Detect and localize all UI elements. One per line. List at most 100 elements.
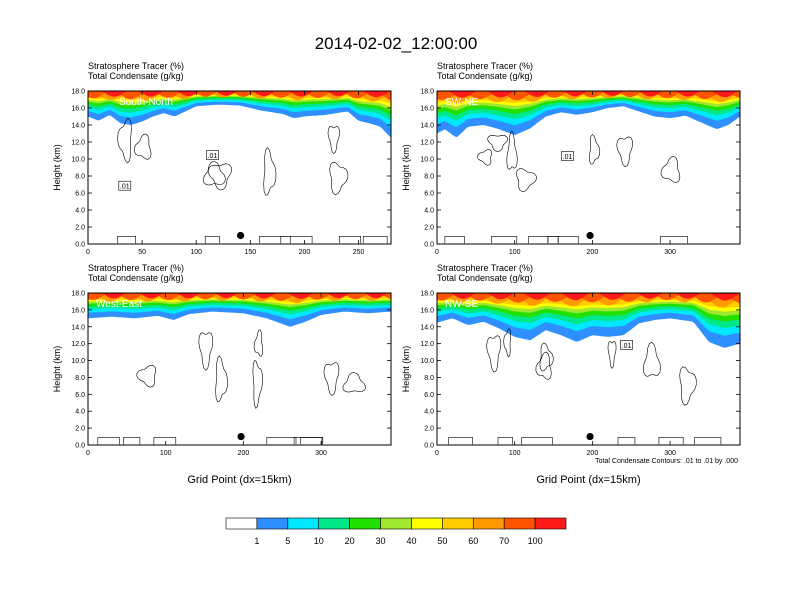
x-tick-label: 100: [509, 450, 521, 457]
condensate-contour-low: [660, 236, 688, 244]
y-tick-label: 12.0: [71, 140, 85, 147]
panel-frame: [436, 292, 741, 446]
x-tick-label: 300: [664, 249, 676, 256]
contour-note: Total Condensate Contours: .01 to .01 by…: [595, 458, 738, 465]
panel-header-condensate: Total Condensate (g/kg): [88, 273, 184, 283]
y-tick-label: 4.0: [75, 409, 85, 416]
y-tick-label: 18.0: [71, 89, 85, 96]
region-label: South-North: [119, 97, 173, 108]
condensate-contour-low: [362, 236, 388, 244]
y-tick-label: 14.0: [420, 324, 434, 331]
colorbar-label: 40: [406, 536, 416, 546]
colorbar-label: 1: [254, 536, 259, 546]
contour-label-box: [206, 150, 219, 160]
panel-header-condensate: Total Condensate (g/kg): [88, 71, 184, 81]
condensate-contour-low: [117, 236, 136, 244]
condensate-contour: [486, 335, 502, 373]
tracer-field: .01: [437, 293, 740, 445]
x-tick-label: 150: [244, 249, 256, 256]
contour-label: .01: [563, 154, 573, 161]
tracer-field: [88, 293, 391, 445]
colorbar-swatch: [503, 517, 536, 530]
y-tick-label: 8.0: [75, 174, 85, 181]
colorbar-swatch: [318, 517, 350, 530]
tracer-field: .01 .01: [88, 91, 391, 244]
y-tick-label: 4.0: [424, 409, 434, 416]
y-tick-label: 4.0: [75, 208, 85, 215]
panel-header-tracer: Stratosphere Tracer (%): [437, 61, 533, 71]
x-tick-label: 100: [509, 249, 521, 256]
condensate-contour: [535, 351, 552, 380]
y-tick-label: 10.0: [420, 157, 434, 164]
condensate-contour-low: [123, 437, 141, 445]
x-tick-label: 50: [138, 249, 146, 256]
tracer-band-9: [88, 91, 391, 101]
condensate-contour: [329, 161, 349, 196]
tracer-band-9: [88, 293, 391, 301]
contour-label: .01: [622, 343, 632, 350]
colorbar-swatch: [349, 517, 381, 530]
panel-header-condensate: Total Condensate (g/kg): [437, 273, 533, 283]
contour-label-box: [561, 151, 574, 161]
x-tick-label: 0: [435, 249, 439, 256]
y-tick-label: 18.0: [420, 89, 434, 96]
y-tick-label: 6.0: [424, 191, 434, 198]
y-tick-label: 10.0: [71, 358, 85, 365]
x-tick-label: 100: [160, 450, 172, 457]
condensate-contour-low: [658, 437, 684, 445]
panel-sw-ne: Stratosphere Tracer (%)Total Condensate …: [401, 61, 741, 256]
y-tick-label: 16.0: [420, 106, 434, 113]
x-tick-label: 200: [299, 249, 311, 256]
colorbar-label: 20: [345, 536, 355, 546]
y-tick-label: 2.0: [75, 225, 85, 232]
contour-label: .01: [208, 153, 218, 160]
condensate-contour-low: [97, 437, 120, 445]
condensate-contour-low: [547, 236, 559, 244]
panel-header-tracer: Stratosphere Tracer (%): [88, 61, 184, 71]
y-tick-label: 6.0: [424, 392, 434, 399]
condensate-contour: [342, 372, 366, 393]
x-tick-label: 0: [435, 450, 439, 457]
colorbar-swatch: [534, 517, 567, 530]
x-tick-label: 200: [238, 450, 250, 457]
tracer-band-10: [437, 91, 740, 98]
condensate-contour: [263, 147, 277, 196]
condensate-contour-low: [497, 437, 513, 445]
colorbar-swatch: [442, 517, 474, 530]
panel-frame: [87, 292, 392, 446]
condensate-contour-low: [339, 236, 361, 244]
colorbar-label: 60: [468, 536, 478, 546]
x-tick-label: 250: [353, 249, 365, 256]
condensate-contour-low: [153, 437, 177, 445]
condensate-contour: [607, 341, 617, 369]
panels-group: Stratosphere Tracer (%)Total Condensate …: [52, 61, 741, 486]
y-tick-label: 8.0: [424, 375, 434, 382]
condensate-contour-low: [444, 236, 465, 244]
panel-south-north: Stratosphere Tracer (%)Total Condensate …: [52, 61, 392, 256]
condensate-contour-low: [259, 236, 291, 244]
y-tick-label: 14.0: [71, 123, 85, 130]
x-axis-label: Grid Point (dx=15km): [536, 474, 640, 486]
condensate-contour-low: [293, 437, 323, 445]
contour-label-box: [620, 340, 633, 350]
condensate-contour: [323, 362, 340, 396]
condensate-contour: [516, 168, 537, 193]
panel-header-tracer: Stratosphere Tracer (%): [88, 263, 184, 273]
condensate-contour: [252, 360, 263, 409]
colorbar-label: 70: [499, 536, 509, 546]
x-tick-label: 200: [587, 249, 599, 256]
y-tick-label: 12.0: [420, 140, 434, 147]
condensate-contour: [476, 149, 493, 166]
y-tick-label: 2.0: [75, 426, 85, 433]
contour-label: .01: [120, 184, 130, 191]
tracer-band-10: [88, 91, 391, 98]
condensate-contour-low: [547, 236, 579, 244]
colorbar-swatch: [225, 517, 258, 530]
y-tick-label: 16.0: [71, 307, 85, 314]
colorbar-swatch: [472, 517, 505, 530]
colorbar-swatch: [380, 517, 412, 530]
location-marker: [237, 432, 245, 441]
colorbar-swatch: [411, 517, 443, 530]
tracer-band-10: [437, 293, 740, 301]
